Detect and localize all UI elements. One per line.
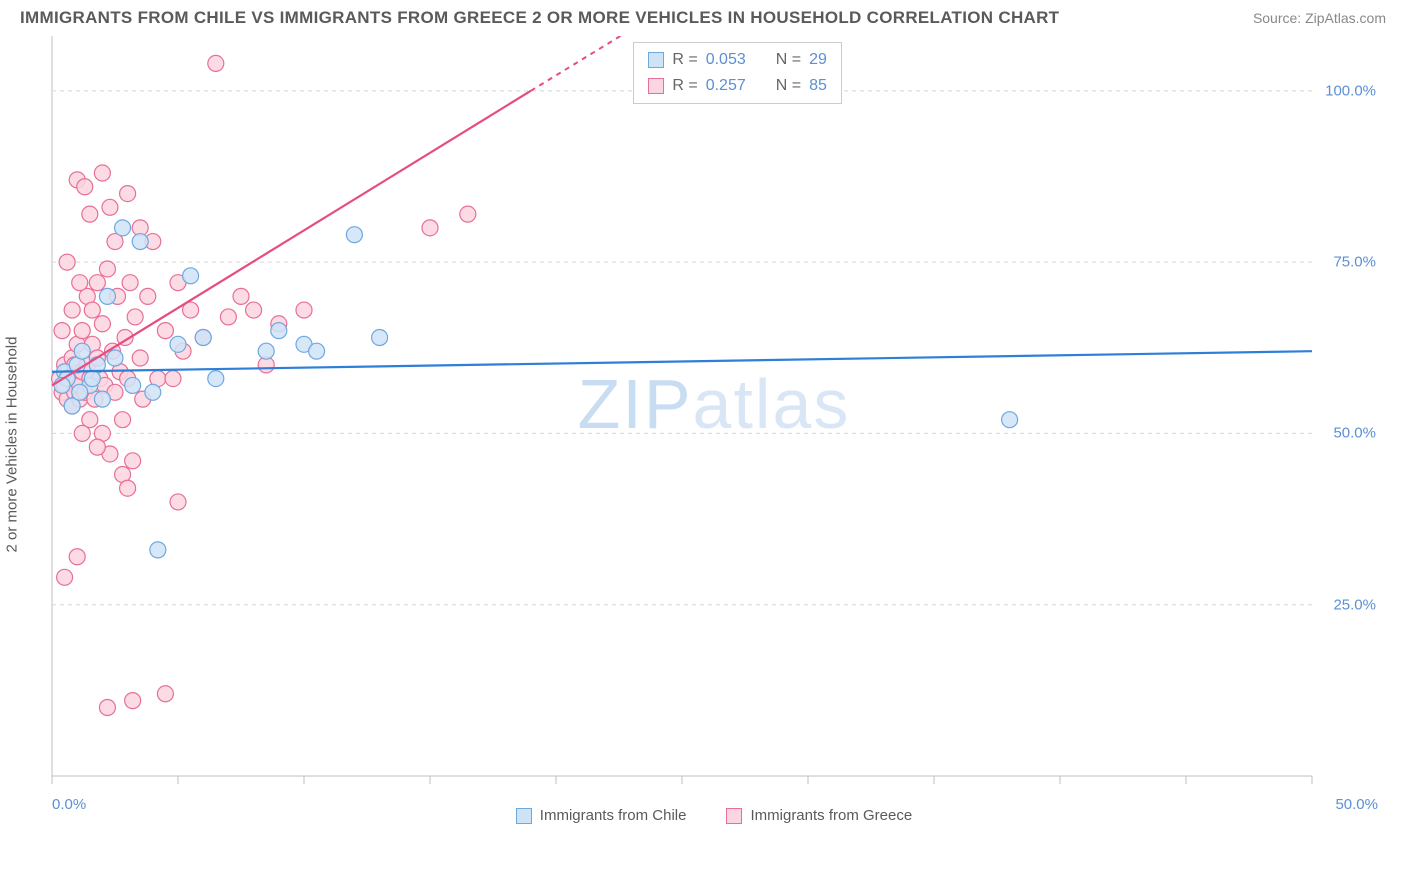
stat-r-value: 0.257	[706, 73, 746, 99]
legend-swatch-icon	[648, 52, 664, 68]
y-tick-label: 50.0%	[1333, 425, 1376, 442]
stat-n-value: 29	[809, 47, 827, 73]
stat-r-label: R =	[672, 47, 697, 73]
bottom-legend: Immigrants from Chile Immigrants from Gre…	[42, 807, 1386, 824]
stat-r-label: R =	[672, 73, 697, 99]
source-label: Source: ZipAtlas.com	[1253, 10, 1386, 26]
legend-swatch-icon	[516, 808, 532, 824]
y-axis-label: 2 or more Vehicles in Household	[4, 337, 21, 553]
y-tick-label: 75.0%	[1333, 254, 1376, 271]
scatter-plot	[42, 36, 1372, 796]
legend-item: Immigrants from Chile	[516, 807, 687, 824]
legend-item: Immigrants from Greece	[726, 807, 912, 824]
legend-swatch-icon	[726, 808, 742, 824]
legend-label: Immigrants from Chile	[540, 807, 687, 824]
y-tick-label: 100.0%	[1325, 82, 1376, 99]
correlation-stats-box: R = 0.053 N = 29 R = 0.257 N = 85	[633, 42, 842, 104]
chart-area: 2 or more Vehicles in Household ZIPatlas…	[42, 36, 1386, 836]
chart-title: IMMIGRANTS FROM CHILE VS IMMIGRANTS FROM…	[20, 8, 1059, 28]
stat-n-label: N =	[776, 73, 801, 99]
y-tick-label: 25.0%	[1333, 596, 1376, 613]
stats-row: R = 0.053 N = 29	[648, 47, 827, 73]
stats-row: R = 0.257 N = 85	[648, 73, 827, 99]
legend-swatch-icon	[648, 78, 664, 94]
stat-n-label: N =	[776, 47, 801, 73]
legend-label: Immigrants from Greece	[750, 807, 912, 824]
stat-r-value: 0.053	[706, 47, 746, 73]
stat-n-value: 85	[809, 73, 827, 99]
